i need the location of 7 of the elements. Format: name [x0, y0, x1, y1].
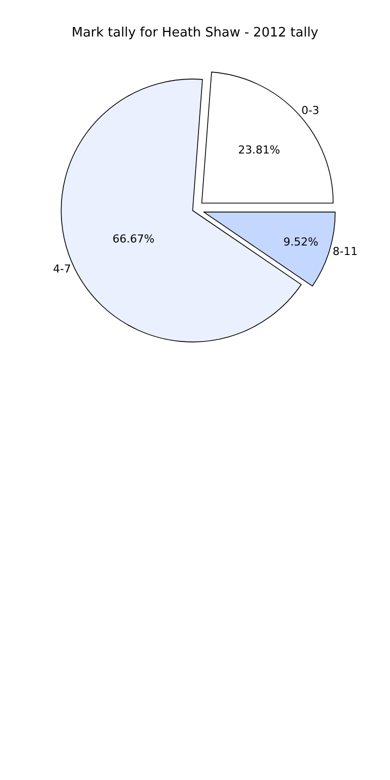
data-label: 66.67% — [112, 232, 154, 246]
slice-label: 0-3 — [301, 104, 320, 118]
slice-label: 8-11 — [332, 244, 358, 258]
chart-title: Mark tally for Heath Shaw - 2012 tally — [72, 25, 319, 40]
data-label: 9.52% — [283, 235, 318, 248]
data-label: 23.81% — [238, 143, 280, 156]
slice-label: 4-7 — [53, 262, 71, 276]
